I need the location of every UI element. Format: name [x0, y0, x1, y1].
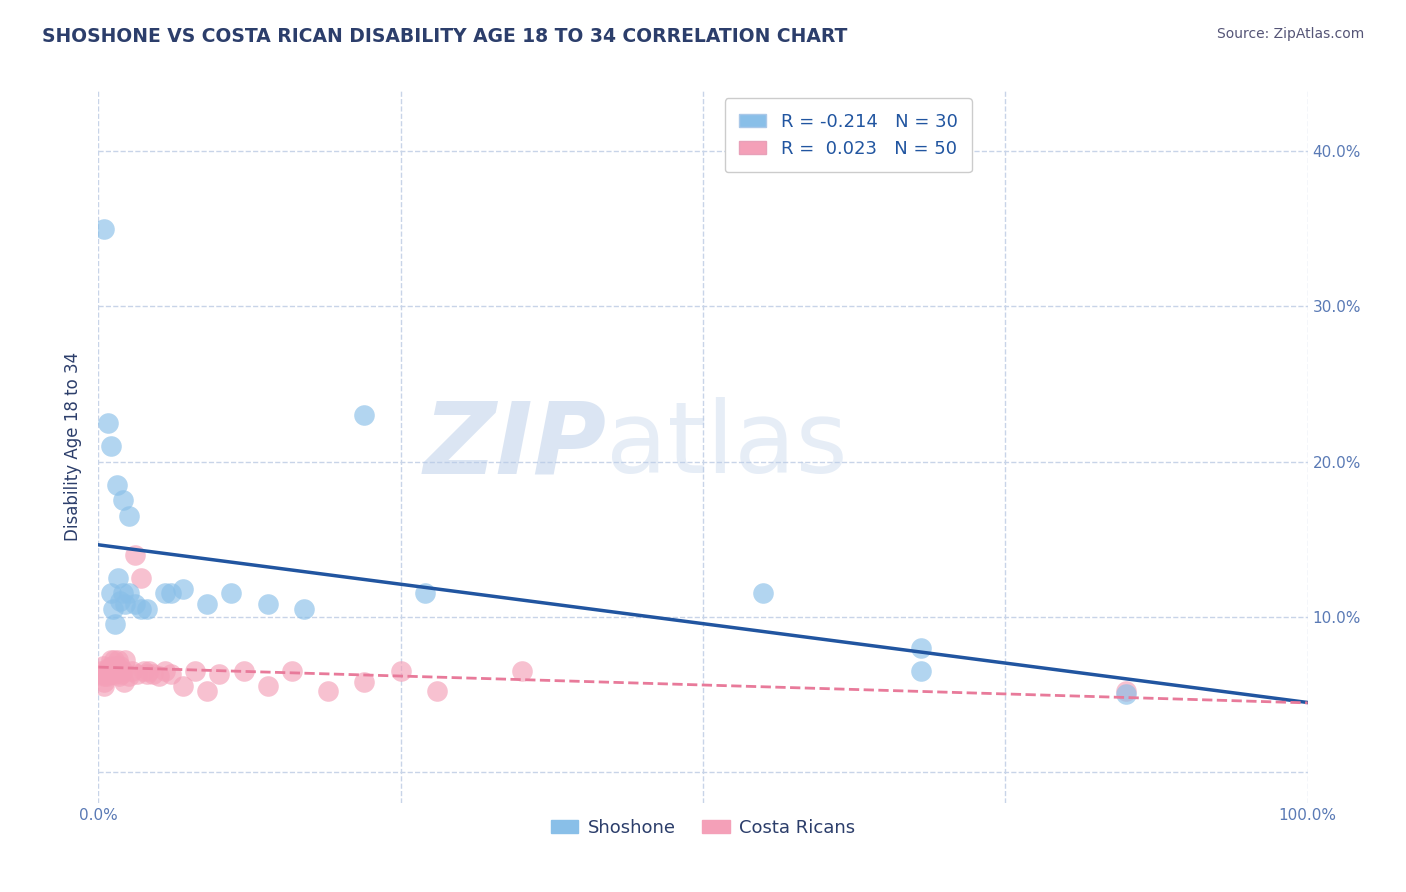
- Point: [1115, 687, 1137, 701]
- Point: [93, 222, 115, 236]
- Point: [97, 661, 120, 675]
- Point: [91, 659, 114, 673]
- Text: SHOSHONE VS COSTA RICAN DISABILITY AGE 18 TO 34 CORRELATION CHART: SHOSHONE VS COSTA RICAN DISABILITY AGE 1…: [42, 27, 848, 45]
- Point: [353, 408, 375, 422]
- Point: [208, 667, 231, 681]
- Point: [124, 597, 146, 611]
- Point: [91, 667, 114, 681]
- Point: [121, 664, 143, 678]
- Point: [232, 664, 254, 678]
- Point: [107, 571, 129, 585]
- Point: [118, 668, 141, 682]
- Point: [135, 602, 157, 616]
- Point: [153, 586, 176, 600]
- Point: [353, 674, 375, 689]
- Point: [101, 664, 124, 678]
- Point: [118, 508, 141, 523]
- Point: [413, 586, 436, 600]
- Point: [129, 571, 152, 585]
- Point: [256, 680, 278, 694]
- Point: [256, 597, 278, 611]
- Point: [111, 664, 134, 678]
- Point: [510, 664, 533, 678]
- Point: [100, 586, 122, 600]
- Point: [112, 674, 135, 689]
- Point: [97, 416, 120, 430]
- Point: [910, 664, 932, 678]
- Point: [129, 602, 152, 616]
- Point: [138, 664, 160, 678]
- Point: [108, 668, 131, 682]
- Text: atlas: atlas: [606, 398, 848, 494]
- Point: [93, 674, 115, 689]
- Point: [108, 659, 131, 673]
- Text: ZIP: ZIP: [423, 398, 606, 494]
- Point: [111, 586, 134, 600]
- Point: [124, 548, 146, 562]
- Point: [114, 597, 136, 611]
- Legend: Shoshone, Costa Ricans: Shoshone, Costa Ricans: [544, 812, 862, 844]
- Point: [910, 640, 932, 655]
- Point: [153, 664, 176, 678]
- Text: Source: ZipAtlas.com: Source: ZipAtlas.com: [1216, 27, 1364, 41]
- Point: [118, 586, 141, 600]
- Point: [110, 667, 132, 681]
- Point: [221, 586, 243, 600]
- Point: [93, 680, 115, 694]
- Point: [94, 664, 117, 678]
- Point: [104, 617, 127, 632]
- Point: [172, 680, 194, 694]
- Point: [292, 602, 315, 616]
- Point: [142, 667, 165, 681]
- Point: [104, 667, 127, 681]
- Point: [108, 594, 131, 608]
- Point: [90, 664, 112, 678]
- Point: [134, 664, 156, 678]
- Point: [107, 653, 129, 667]
- Point: [96, 668, 118, 682]
- Point: [100, 653, 122, 667]
- Point: [160, 586, 183, 600]
- Point: [100, 667, 122, 681]
- Point: [389, 664, 412, 678]
- Point: [98, 667, 121, 681]
- Point: [100, 659, 122, 673]
- Point: [160, 667, 183, 681]
- Point: [100, 439, 122, 453]
- Point: [281, 664, 304, 678]
- Point: [127, 667, 149, 681]
- Point: [752, 586, 775, 600]
- Point: [135, 667, 157, 681]
- Y-axis label: Disability Age 18 to 34: Disability Age 18 to 34: [65, 351, 83, 541]
- Point: [103, 653, 125, 667]
- Point: [114, 653, 136, 667]
- Point: [148, 668, 170, 682]
- Point: [101, 602, 124, 616]
- Point: [105, 659, 128, 673]
- Point: [316, 684, 339, 698]
- Point: [93, 668, 115, 682]
- Point: [426, 684, 449, 698]
- Point: [105, 664, 128, 678]
- Point: [1115, 684, 1137, 698]
- Point: [172, 582, 194, 596]
- Point: [195, 684, 218, 698]
- Point: [105, 477, 128, 491]
- Point: [195, 597, 218, 611]
- Point: [184, 664, 207, 678]
- Point: [111, 493, 134, 508]
